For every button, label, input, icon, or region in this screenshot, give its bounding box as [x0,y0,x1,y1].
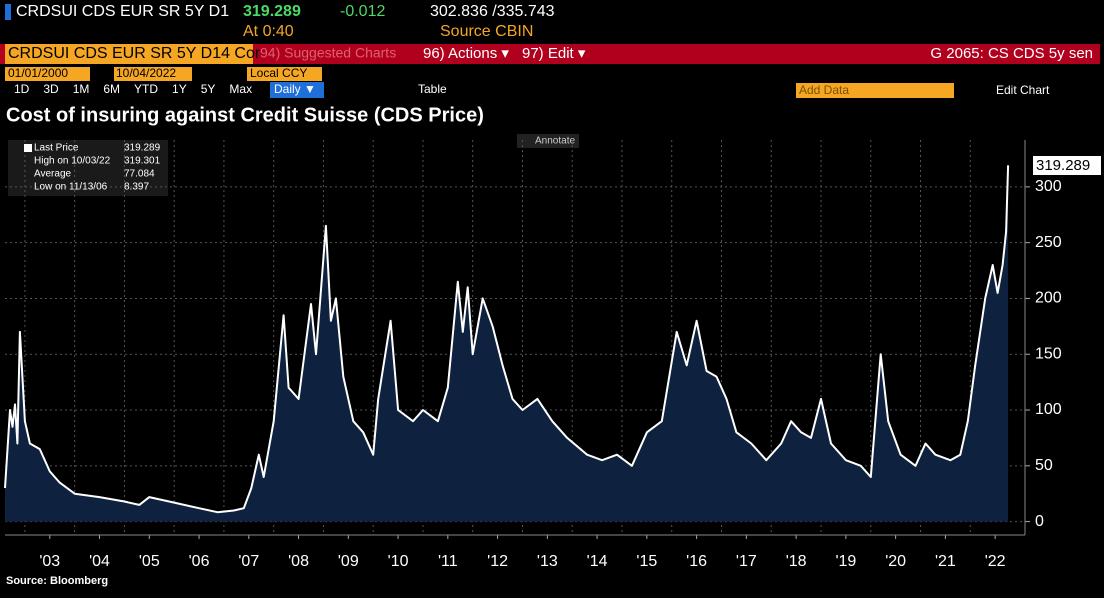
legend-label: Average [34,169,72,180]
y-tick-label: 200 [1035,290,1062,307]
period-button[interactable]: 5Y [201,82,216,96]
chart-title: Cost of insuring against Credit Suisse (… [6,104,484,126]
x-tick-label: '14 [587,553,608,570]
period-button[interactable]: 1M [73,82,90,96]
x-tick-label: '08 [288,553,309,570]
x-tick-label: '09 [338,553,359,570]
actions-menu[interactable]: 96) Actions ▾ [423,45,509,62]
legend-value: 77.084 [124,169,155,180]
legend-label: Last Price [34,143,79,154]
start-date-box[interactable] [5,67,90,81]
command-bar [0,44,1100,64]
frequency[interactable]: Daily ▼ [274,82,316,96]
period-button[interactable]: 3D [43,82,59,96]
ticker: CRDSUI CDS EUR SR 5Y D1 [16,3,229,20]
source-code: Source CBIN [440,23,533,40]
marker [5,4,11,20]
end-date[interactable]: 10/04/2022 [116,66,176,80]
last-value-label: 319.289 [1036,157,1090,174]
frequency-box[interactable] [270,82,324,98]
x-tick-label: '19 [835,553,856,570]
x-tick-label: '13 [537,553,558,570]
y-tick-label: 0 [1035,513,1044,530]
last-price: 319.289 [243,3,301,20]
edit-chart[interactable]: Edit Chart [996,83,1050,97]
currency-box[interactable] [247,67,322,81]
annotate-box[interactable] [517,134,579,148]
x-tick-label: '03 [39,553,60,570]
period-button[interactable]: Max [229,82,252,96]
currency[interactable]: Local CCY [250,66,307,80]
annotate[interactable]: Annotate [535,136,575,147]
x-tick-label: '20 [885,553,906,570]
y-tick-label: 50 [1035,457,1053,474]
x-tick-label: '18 [786,553,807,570]
source: Source: Bloomberg [6,575,108,587]
change: -0.012 [340,3,385,20]
y-tick-label: 250 [1035,234,1062,251]
x-tick-label: '05 [139,553,160,570]
legend-swatch [24,144,32,152]
x-tick-label: '04 [89,553,110,570]
line [4,165,1010,514]
x-tick-label: '17 [736,553,757,570]
range: 302.836 /335.743 [430,3,555,20]
x-tick-label: '06 [189,553,210,570]
x-tick-label: '16 [686,553,707,570]
edit-menu[interactable]: 97) Edit ▾ [522,45,586,62]
period-button[interactable]: 6M [103,82,120,96]
legend-label: High on 10/03/22 [34,156,111,167]
legend-label: Low on 11/13/06 [34,182,108,193]
y-tick-label: 100 [1035,401,1062,418]
security-box[interactable] [5,44,253,64]
x-tick-label: '22 [985,553,1006,570]
add-data[interactable]: Add Data [799,83,849,97]
suggested-charts[interactable]: 94) Suggested Charts [260,45,396,61]
security[interactable]: CRDSUI CDS EUR SR 5Y D14 Cor [8,45,261,62]
x-tick-label: '11 [438,553,458,570]
x-tick-label: '21 [935,553,956,570]
add-data-box[interactable] [796,83,954,98]
legend-value: 8.397 [124,182,149,193]
function-name: G 2065: CS CDS 5y sen [930,45,1093,62]
legend-value: 319.289 [124,143,161,154]
x-tick-label: '07 [238,553,259,570]
end-date-box[interactable] [114,67,192,81]
time: At 0:40 [243,23,294,40]
period-button[interactable]: 1Y [172,82,187,96]
period-button[interactable]: 1D [14,82,30,96]
x-tick-label: '15 [636,553,657,570]
x-tick-label: '12 [487,553,508,570]
period-button[interactable]: YTD [134,82,158,96]
table-button[interactable]: Table [418,82,447,96]
area [5,165,1009,522]
y-tick-label: 300 [1035,178,1062,195]
start-date[interactable]: 01/01/2000 [8,66,68,80]
y-tick-label: 150 [1035,345,1062,362]
x-tick-label: '10 [388,553,409,570]
last-value-tag [1033,156,1101,175]
legend-value: 319.301 [124,156,161,167]
